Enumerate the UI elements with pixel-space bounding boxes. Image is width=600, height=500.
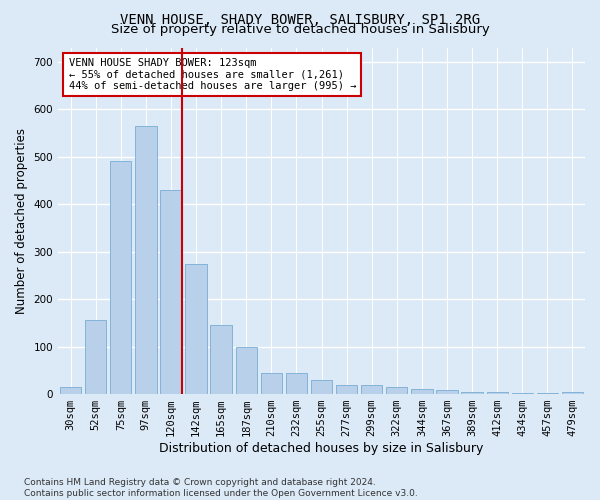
Bar <box>160 190 182 394</box>
Text: Contains HM Land Registry data © Crown copyright and database right 2024.
Contai: Contains HM Land Registry data © Crown c… <box>24 478 418 498</box>
Bar <box>336 384 357 394</box>
Bar <box>260 372 282 394</box>
Bar <box>487 392 508 394</box>
Bar <box>512 393 533 394</box>
Text: VENN HOUSE, SHADY BOWER, SALISBURY, SP1 2RG: VENN HOUSE, SHADY BOWER, SALISBURY, SP1 … <box>120 12 480 26</box>
Bar <box>135 126 157 394</box>
Bar <box>361 384 382 394</box>
Text: VENN HOUSE SHADY BOWER: 123sqm
← 55% of detached houses are smaller (1,261)
44% : VENN HOUSE SHADY BOWER: 123sqm ← 55% of … <box>68 58 356 91</box>
Bar <box>211 325 232 394</box>
Bar <box>85 320 106 394</box>
Bar <box>236 346 257 394</box>
Text: Size of property relative to detached houses in Salisbury: Size of property relative to detached ho… <box>110 22 490 36</box>
Bar <box>185 264 207 394</box>
Bar <box>60 387 81 394</box>
Bar <box>411 390 433 394</box>
Bar <box>436 390 458 394</box>
Bar <box>536 393 558 394</box>
Bar <box>110 162 131 394</box>
Bar <box>461 392 483 394</box>
X-axis label: Distribution of detached houses by size in Salisbury: Distribution of detached houses by size … <box>160 442 484 455</box>
Bar <box>562 392 583 394</box>
Bar <box>286 372 307 394</box>
Y-axis label: Number of detached properties: Number of detached properties <box>15 128 28 314</box>
Bar <box>386 387 407 394</box>
Bar <box>311 380 332 394</box>
